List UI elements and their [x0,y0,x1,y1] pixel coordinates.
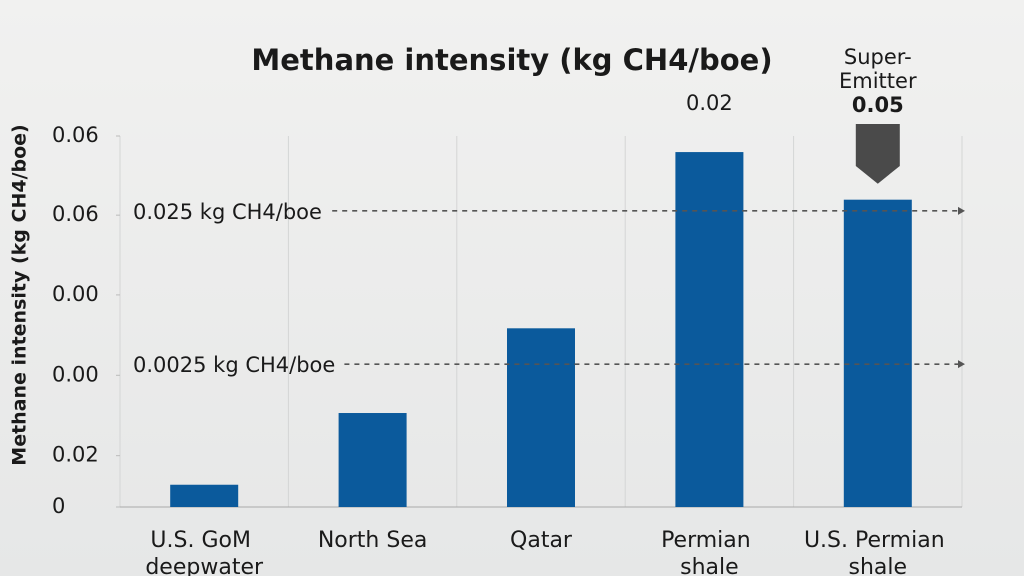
y-tick-label: 0 [52,494,65,518]
annotation: Emitter [839,69,917,93]
x-tick-label: North Sea [318,528,428,553]
x-tick-label: Qatar [510,528,573,553]
y-tick-label: 0.06 [52,123,99,147]
bar [507,328,575,507]
callout-marker [855,124,900,184]
x-tick-label: U.S. Permian shale [804,528,952,576]
x-tick-label: U.S. GoM deepwater [145,528,264,576]
bar [338,413,407,507]
y-tick-label: 0.06 [52,202,99,226]
reference-label: 0.0025 kg CH4/boe [133,353,335,377]
y-axis-label: Methane intensity (kg CH4/boe) [9,124,31,465]
annotation: 0.02 [686,91,733,115]
reference-arrow [958,360,965,369]
reference-arrow [958,206,965,215]
bar [843,199,912,507]
y-tick-label: 0.00 [52,362,99,386]
annotation: Super- [844,45,912,69]
y-tick-label: 0.02 [52,443,99,467]
y-tick-label: 0.00 [52,282,99,306]
bar [170,484,239,507]
chart-title: Methane intensity (kg CH4/boe) [251,43,772,77]
annotation: 0.05 [852,93,904,117]
reference-label: 0.025 kg CH4/boe [133,200,322,224]
bar [675,152,744,507]
x-tick-label: Permian shale [661,528,758,576]
